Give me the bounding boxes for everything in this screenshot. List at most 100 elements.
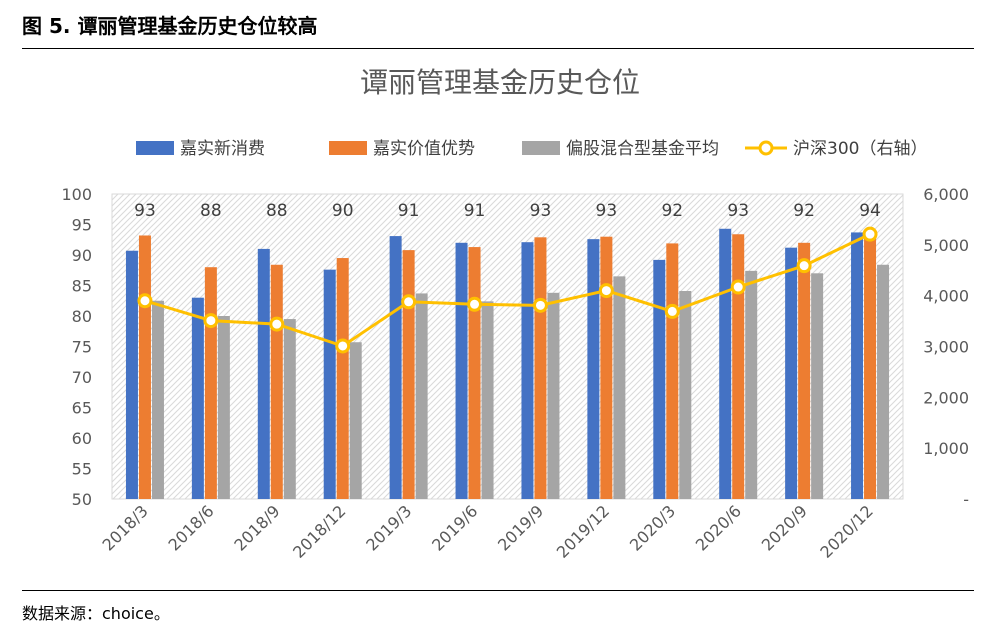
left-axis-tick-label: 50 [72,490,92,509]
line-series [144,232,871,348]
line-point [269,316,285,332]
bar-1 [323,269,336,499]
bar-2 [468,247,481,499]
bar-2 [864,230,877,499]
data-label: 88 [200,201,222,221]
bar-2 [336,258,349,499]
bar-2 [600,236,613,499]
x-axis-tick-label: 2019/12 [553,501,613,561]
data-label: 90 [332,201,354,221]
right-axis-tick-label: - [963,490,969,509]
bar-1 [653,259,666,499]
line-point [137,293,153,309]
x-axis-tick-label: 2019/3 [362,501,415,554]
data-label: 92 [793,201,815,221]
left-axis-tick-label: 85 [72,277,92,296]
legend-label: 沪深300（右轴） [793,139,927,159]
bottom-rule [22,590,974,591]
line-point [401,294,417,310]
bar-3 [745,270,758,499]
bar-3 [877,264,890,499]
bar-2 [270,264,283,499]
bar-3 [349,342,362,499]
bar-2 [798,242,811,500]
data-label: 93 [530,201,552,221]
data-label: 94 [859,201,881,221]
data-label: 93 [596,201,618,221]
chart-title: 谭丽管理基金历史仓位 [360,66,640,99]
left-axis-tick-label: 75 [72,338,92,357]
data-label: 91 [398,201,420,221]
bar-2 [732,234,745,499]
bar-1 [191,297,204,499]
bar-3 [415,293,428,499]
right-axis-tick-label: 6,000 [923,185,969,204]
left-axis-tick-label: 95 [72,216,92,235]
bar-1 [851,232,864,499]
legend-swatch [136,141,174,155]
bar-2 [204,267,217,499]
legend-swatch [522,141,560,155]
right-axis-tick-label: 3,000 [923,338,969,357]
bar-1 [455,242,468,500]
data-label: 92 [661,201,683,221]
left-axis-tick-label: 80 [72,307,92,326]
legend-label: 嘉实新消费 [180,139,265,159]
top-rule [22,48,974,49]
bar-1 [125,250,138,499]
bar-2 [534,237,547,499]
bar-3 [547,292,560,499]
x-axis-tick-label: 2018/9 [230,501,283,554]
plot-area: 50 55 60 65 70 75 80 85 90 95 100 - 1,000 2,000 3,000 4… [61,185,969,562]
bar-3 [283,319,296,499]
bar-3 [613,276,626,499]
source-note: 数据来源：choice。 [22,604,170,623]
bar-3 [481,301,494,499]
bar-1 [587,239,600,499]
left-axis-tick-label: 90 [72,246,92,265]
left-axis-tick-label: 55 [72,460,92,479]
x-axis-tick-label: 2020/6 [692,501,745,554]
x-axis-tick-label: 2018/3 [99,501,152,554]
data-label: 91 [464,201,486,221]
left-axis-tick-label: 70 [72,368,92,387]
right-axis-tick-label: 4,000 [923,287,969,306]
bar-1 [719,228,732,499]
bar-3 [217,316,230,499]
data-label: 93 [727,201,749,221]
line-point [335,338,351,354]
bar-3 [679,290,692,499]
bar-2 [402,250,415,499]
bar-2 [666,243,679,499]
x-axis-tick-label: 2020/3 [626,501,679,554]
left-axis-tick-label: 65 [72,399,92,418]
bar-1 [521,242,534,499]
x-axis-tick-label: 2018/6 [164,501,217,554]
x-axis-tick-label: 2020/9 [758,501,811,554]
data-label: 93 [134,201,156,221]
line-point [598,283,614,299]
x-axis-tick-label: 2020/12 [816,501,876,561]
bar-1 [389,236,402,499]
x-axis-tick-label: 2019/6 [428,501,481,554]
legend: 嘉实新消费 嘉实价值优势 偏股混合型基金平均 沪深300（右轴） [136,139,927,159]
x-axis-tick-label: 2019/9 [494,501,547,554]
line-point [532,297,548,313]
bar-3 [151,300,164,499]
line-point [664,303,680,319]
legend-swatch [329,141,367,155]
line-point [862,226,878,242]
bar-1 [785,247,798,499]
plot-background [111,193,904,500]
legend-marker [758,140,774,156]
figure-title: 图 5. 谭丽管理基金历史仓位较高 [22,14,318,38]
line-point [796,258,812,274]
line-point [730,279,746,295]
bar-1 [257,248,270,499]
data-label: 88 [266,201,288,221]
line-point [203,313,219,329]
bar-3 [811,273,824,499]
bar-2 [138,235,151,500]
right-axis-tick-label: 2,000 [923,388,969,407]
